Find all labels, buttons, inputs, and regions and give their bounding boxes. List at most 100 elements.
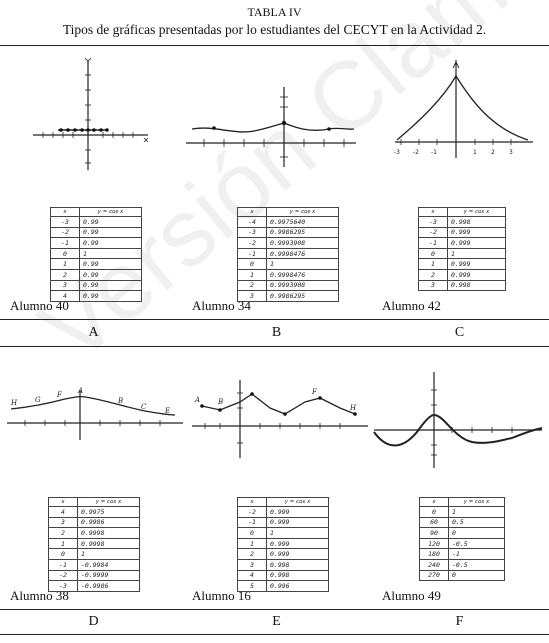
cell-x: 2 bbox=[50, 268, 80, 281]
panel-letter-c: C bbox=[454, 325, 465, 340]
cell-y: 0.9993908 bbox=[266, 237, 339, 249]
cell-x: 4 bbox=[48, 506, 78, 518]
student-label-f: Alumno 49 bbox=[382, 588, 441, 603]
cell-y: 0.99 bbox=[79, 290, 142, 302]
cell-y: 0.9975640 bbox=[266, 216, 339, 228]
svg-text:A: A bbox=[77, 387, 83, 395]
cell-y: 0.9986 bbox=[77, 516, 140, 529]
table-row: -2 0.99 bbox=[50, 226, 142, 239]
cell-y: 0.9986295 bbox=[266, 226, 339, 239]
cell-y: 0.998 bbox=[266, 569, 329, 582]
table-row: 1 0.9998476 bbox=[237, 268, 339, 281]
table-row: 90 0 bbox=[419, 527, 505, 539]
svg-text:2: 2 bbox=[491, 149, 495, 156]
cell-x: -2 bbox=[50, 226, 80, 239]
column-header-x: x bbox=[418, 207, 448, 217]
rule-row2-top bbox=[0, 346, 549, 347]
table-row: -1 0.999 bbox=[237, 516, 329, 529]
column-header-y: y = cos x bbox=[77, 497, 140, 507]
cell-y: 0.9993908 bbox=[266, 279, 339, 292]
svg-text:B: B bbox=[117, 397, 123, 405]
panel-letter-d: D bbox=[88, 614, 99, 629]
svg-text:G: G bbox=[35, 396, 41, 404]
cell-y: 0.996 bbox=[266, 580, 329, 592]
table-title: Tipos de gráficas presentadas por lo est… bbox=[62, 22, 487, 37]
student-graph-e: A B F H bbox=[192, 380, 368, 458]
cell-y: 0.9998 bbox=[77, 537, 140, 550]
column-header-y: y = cos x bbox=[266, 497, 329, 507]
cell-y: 1 bbox=[79, 247, 142, 260]
cell-y: 0.999 bbox=[266, 516, 329, 529]
table-row: -3 0.998 bbox=[418, 216, 506, 228]
table-label: TABLA IV bbox=[247, 5, 302, 19]
student-label-e: Alumno 16 bbox=[192, 588, 251, 603]
table-row: 240 -0.5 bbox=[419, 558, 505, 571]
cell-x: 90 bbox=[419, 527, 449, 539]
rule-bottom bbox=[0, 634, 549, 635]
cell-x: 5 bbox=[237, 580, 267, 592]
column-header-x: x bbox=[50, 207, 80, 217]
cell-x: -2 bbox=[237, 237, 267, 249]
table-row: 3 0.9986 bbox=[48, 516, 140, 529]
cell-x: -2 bbox=[418, 226, 448, 239]
cell-x: -1 bbox=[50, 237, 80, 249]
svg-text:-3: -3 bbox=[394, 149, 400, 156]
student-label-d: Alumno 38 bbox=[10, 588, 69, 603]
cell-y: 0.99 bbox=[79, 258, 142, 270]
student-label-a: Alumno 40 bbox=[10, 298, 69, 313]
cell-y: 0.9986295 bbox=[266, 290, 339, 302]
table-row: 60 0.5 bbox=[419, 516, 505, 529]
cell-y: 0.9998476 bbox=[266, 268, 339, 281]
cell-y: 0.999 bbox=[266, 506, 329, 518]
table-row: -1 0.999 bbox=[418, 237, 506, 249]
table-row: 270 0 bbox=[419, 569, 505, 582]
rule-row1-bottom bbox=[0, 319, 549, 320]
svg-text:1: 1 bbox=[473, 149, 477, 156]
cell-x: -3 bbox=[237, 226, 267, 239]
cell-x: 2 bbox=[237, 548, 267, 560]
panel-letter-b: B bbox=[271, 325, 282, 340]
cell-x: 180 bbox=[419, 548, 449, 560]
cell-y: 0.9998476 bbox=[266, 247, 339, 260]
cell-y: 1 bbox=[266, 527, 329, 539]
cell-x: -1 bbox=[418, 237, 448, 249]
cell-x: 0 bbox=[419, 506, 449, 518]
panel-letter-a: A bbox=[88, 325, 99, 340]
cell-y: 0.99 bbox=[79, 226, 142, 239]
cell-x: 4 bbox=[237, 569, 267, 582]
column-header-y: y = cos x bbox=[79, 207, 142, 217]
cell-y: 1 bbox=[447, 247, 506, 260]
cell-x: 60 bbox=[419, 516, 449, 529]
rule-row2-bottom bbox=[0, 609, 549, 610]
cell-x: 3 bbox=[418, 279, 448, 292]
table-row: -3 -0.9986 bbox=[48, 580, 140, 592]
cell-x: 240 bbox=[419, 558, 449, 571]
table-row: -3 0.9986295 bbox=[237, 226, 339, 239]
table-row: 3 0.998 bbox=[418, 279, 506, 292]
table-row: 1 0.999 bbox=[237, 537, 329, 550]
cell-x: 0 bbox=[48, 548, 78, 560]
cell-y: -0.5 bbox=[448, 558, 505, 571]
cell-y: 0 bbox=[448, 569, 505, 582]
student-graph-a bbox=[33, 57, 149, 170]
cell-y: 0.9975 bbox=[77, 506, 140, 518]
svg-text:H: H bbox=[349, 404, 357, 412]
cell-y: 0.99 bbox=[79, 237, 142, 249]
cell-x: -2 bbox=[237, 506, 267, 518]
svg-text:H: H bbox=[10, 399, 18, 407]
cell-y: 0.999 bbox=[447, 258, 506, 270]
cell-x: -1 bbox=[237, 516, 267, 529]
cell-x: 2 bbox=[48, 527, 78, 539]
cell-y: 0.999 bbox=[447, 237, 506, 249]
cell-y: -1 bbox=[448, 548, 505, 560]
panel-letter-e: E bbox=[272, 614, 281, 629]
